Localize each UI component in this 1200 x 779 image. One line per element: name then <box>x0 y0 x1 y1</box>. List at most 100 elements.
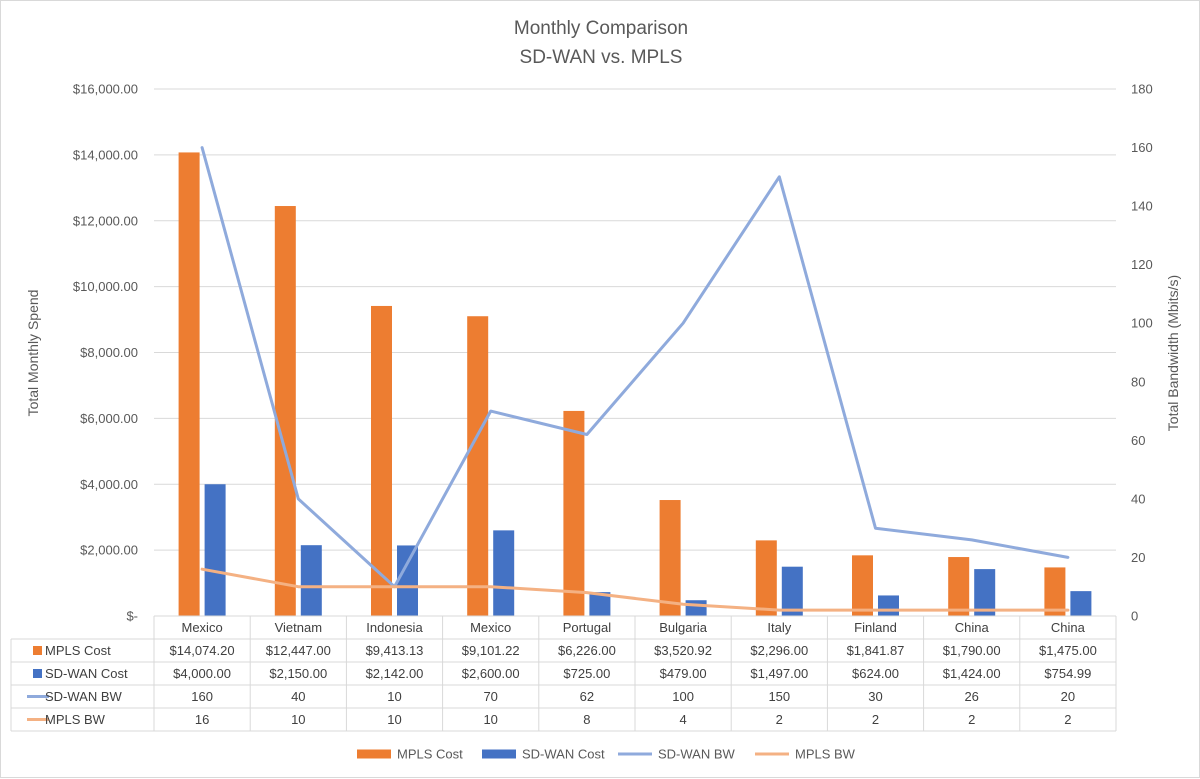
table-cell-value: 10 <box>291 712 305 727</box>
mpls-cost-bar <box>948 557 970 616</box>
mpls-cost-bar <box>274 206 296 617</box>
mpls-cost-bar <box>1044 567 1066 616</box>
table-cell-value: 150 <box>768 689 790 704</box>
table-cell-value: 100 <box>672 689 694 704</box>
gridlines <box>154 88 1116 551</box>
y2-tick-label: 80 <box>1131 374 1145 389</box>
table-cell-value: 8 <box>583 712 590 727</box>
y2-tick-label: 120 <box>1131 257 1153 272</box>
legend-label: MPLS Cost <box>397 747 463 762</box>
sd-wan-cost-bar <box>589 592 611 616</box>
data-table: Mexico Vietnam Indonesia Mexico Portugal Bulg… <box>10 615 1117 732</box>
sd-wan-cost-bar <box>300 545 322 616</box>
sd-wan-cost-bar <box>974 569 996 616</box>
table-cell-value: 10 <box>483 712 497 727</box>
mpls-cost-bar <box>659 500 681 616</box>
mpls-cost-bar <box>467 316 489 616</box>
category-label: Mexico <box>470 620 511 635</box>
y-axis-title: Total Monthly Spend <box>25 290 41 417</box>
table-cell-value: 20 <box>1061 689 1075 704</box>
category-label: Indonesia <box>366 620 423 635</box>
table-cell-value: $2,296.00 <box>750 643 808 658</box>
legend-label: MPLS BW <box>795 747 856 762</box>
table-cell-value: $2,600.00 <box>462 666 520 681</box>
table-cell-value: $3,520.92 <box>654 643 712 658</box>
table-cell-value: $1,497.00 <box>750 666 808 681</box>
table-series-name: MPLS Cost <box>45 643 111 658</box>
category-label: Portugal <box>563 620 612 635</box>
line-series <box>200 146 1070 612</box>
table-cell-value: 30 <box>868 689 882 704</box>
table-key-swatch <box>33 669 42 678</box>
sd-wan-cost-bar <box>493 530 515 616</box>
y-tick-label: $- <box>126 609 138 624</box>
table-cell-value: $9,101.22 <box>462 643 520 658</box>
y2-tick-label: 40 <box>1131 491 1145 506</box>
sd-wan-bw-line <box>200 146 1070 589</box>
table-key-swatch <box>33 646 42 655</box>
table-cell-value: $4,000.00 <box>173 666 231 681</box>
table-cell-value: 2 <box>776 712 783 727</box>
mpls-cost-bar <box>371 305 392 616</box>
table-cell-value: $754.99 <box>1044 666 1091 681</box>
table-cell-value: 62 <box>580 689 594 704</box>
table-cell-value: 40 <box>291 689 305 704</box>
table-cell-value: $1,424.00 <box>943 666 1001 681</box>
y-tick-label: $6,000.00 <box>80 411 138 426</box>
category-label: Mexico <box>182 620 223 635</box>
category-label: Finland <box>854 620 897 635</box>
y2-tick-label: 60 <box>1131 433 1145 448</box>
y-tick-label: $2,000.00 <box>80 543 138 558</box>
table-cell-value: $1,790.00 <box>943 643 1001 658</box>
table-cell-value: 16 <box>195 712 209 727</box>
table-cell-value: 10 <box>387 689 401 704</box>
mpls-cost-bar <box>852 555 873 616</box>
table-cell-value: 2 <box>968 712 975 727</box>
y2-tick-label: 0 <box>1131 609 1138 624</box>
y-tick-label: $10,000.00 <box>73 279 138 294</box>
sd-wan-cost-bar <box>878 595 899 616</box>
legend-swatch <box>482 749 516 759</box>
category-label: Vietnam <box>275 620 322 635</box>
sd-wan-cost-bar <box>781 566 803 616</box>
y2-axis-title: Total Bandwidth (Mbits/s) <box>1165 275 1181 431</box>
y-tick-label: $4,000.00 <box>80 477 138 492</box>
y-tick-label: $14,000.00 <box>73 147 138 162</box>
mpls-cost-bar <box>563 410 585 616</box>
table-cell-value: 10 <box>387 712 401 727</box>
table-series-name: MPLS BW <box>45 712 106 727</box>
table-cell-value: $2,150.00 <box>269 666 327 681</box>
category-label: China <box>1051 620 1086 635</box>
legend: MPLS Cost SD-WAN Cost SD-WAN BW MPLS BW <box>357 747 856 762</box>
bar-series <box>178 152 1092 617</box>
table-cell-value: $2,142.00 <box>366 666 424 681</box>
y2-tick-label: 140 <box>1131 199 1153 214</box>
mpls-cost-bar <box>755 540 777 616</box>
y-tick-label: $12,000.00 <box>73 213 138 228</box>
mpls-cost-bar <box>178 152 200 616</box>
table-cell-value: $14,074.20 <box>170 643 235 658</box>
mpls-bw-line <box>200 567 1070 612</box>
chart-subtitle: SD-WAN vs. MPLS <box>520 47 683 68</box>
chart-title: Monthly Comparison <box>514 18 688 39</box>
table-cell-value: $1,475.00 <box>1039 643 1097 658</box>
table-cell-value: $1,841.87 <box>847 643 905 658</box>
y-tick-label: $16,000.00 <box>73 82 138 97</box>
table-cell-value: $725.00 <box>563 666 610 681</box>
table-cell-value: 2 <box>872 712 879 727</box>
y2-axis-ticks: 0 20 40 60 80 100 120 140 160 180 <box>1131 82 1153 624</box>
y-axis-ticks: $- $2,000.00 $4,000.00 $6,000.00 $8,000.00 $1… <box>73 82 138 624</box>
legend-swatch <box>357 749 391 759</box>
table-series-name: SD-WAN BW <box>45 689 123 704</box>
legend-label: SD-WAN BW <box>658 747 736 762</box>
category-label: Bulgaria <box>659 620 707 635</box>
table-cell-value: 2 <box>1064 712 1071 727</box>
table-cell-value: 26 <box>964 689 978 704</box>
y2-tick-label: 180 <box>1131 82 1153 97</box>
table-cell-value: $6,226.00 <box>558 643 616 658</box>
sd-wan-cost-bar <box>397 545 418 616</box>
table-cell-value: 70 <box>483 689 497 704</box>
y2-tick-label: 100 <box>1131 316 1153 331</box>
